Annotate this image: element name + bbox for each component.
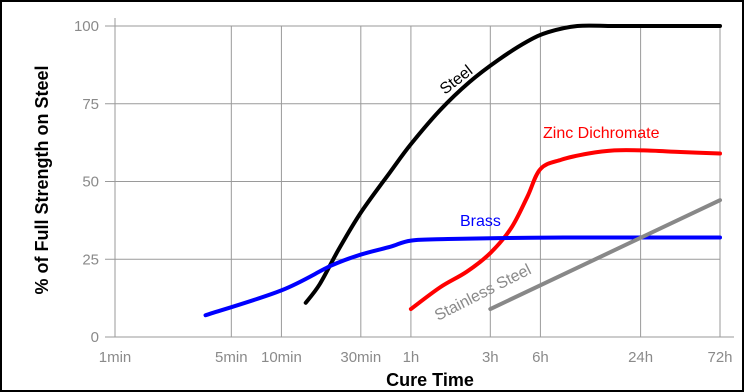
- x-tick-label: 1min: [99, 349, 132, 366]
- series-group: [203, 23, 722, 318]
- y-axis-title: % of Full Strength on Steel: [32, 66, 52, 295]
- tick-labels: 1min 5min 10min 30min 1h 3h 6h 24h 72h 0 25 50 75 100: [74, 18, 733, 366]
- y-tick-label: 0: [91, 329, 99, 346]
- zinc-dichromate-series-label: Zinc Dichromate: [543, 125, 660, 142]
- y-tick-label: 50: [82, 174, 99, 191]
- x-tick-label: 6h: [532, 349, 549, 366]
- steel-line: [303, 23, 722, 305]
- x-tick-label: 3h: [482, 349, 499, 366]
- x-axis-title: Cure Time: [386, 370, 474, 390]
- plot-frame: [105, 18, 734, 338]
- x-tick-label: 10min: [261, 349, 302, 366]
- y-tick-label: 100: [74, 18, 99, 35]
- zinc-dichromate-line: [408, 148, 722, 312]
- brass-line: [203, 235, 722, 318]
- stainless-steel-line: [488, 198, 722, 312]
- x-tick-label: 24h: [628, 349, 653, 366]
- y-tick-label: 75: [82, 96, 99, 113]
- x-tick-label: 72h: [707, 349, 732, 366]
- x-tick-label: 5min: [215, 349, 248, 366]
- x-tick-label: 30min: [340, 349, 381, 366]
- x-tick-label: 1h: [403, 349, 420, 366]
- brass-series-label: Brass: [460, 213, 501, 230]
- y-tick-label: 25: [82, 251, 99, 268]
